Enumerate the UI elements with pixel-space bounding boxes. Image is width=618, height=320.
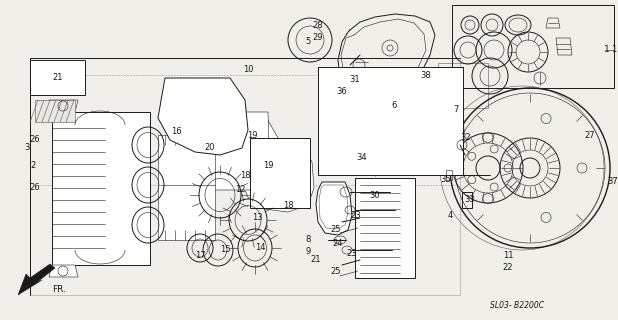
Text: 7: 7	[454, 106, 459, 115]
Polygon shape	[355, 178, 415, 278]
Text: 22: 22	[503, 262, 514, 271]
Text: 17: 17	[195, 251, 205, 260]
Text: 2: 2	[30, 161, 36, 170]
Text: 18: 18	[240, 171, 250, 180]
Text: 31: 31	[350, 76, 360, 84]
Text: 4: 4	[447, 211, 452, 220]
Text: 34: 34	[357, 154, 367, 163]
Polygon shape	[49, 100, 78, 112]
Polygon shape	[35, 100, 75, 122]
Text: 14: 14	[255, 244, 265, 252]
Text: 16: 16	[171, 127, 181, 137]
Bar	[438, 63, 488, 108]
Text: 11: 11	[503, 251, 514, 260]
Bar	[452, 5, 614, 88]
Polygon shape	[158, 135, 215, 240]
Text: 15: 15	[220, 245, 231, 254]
Bar	[462, 192, 472, 208]
Text: 5: 5	[305, 37, 311, 46]
Polygon shape	[18, 264, 55, 295]
Text: 29: 29	[313, 33, 323, 42]
Bar	[318, 67, 463, 175]
Text: 26: 26	[30, 183, 40, 193]
Text: SL03- B2200C: SL03- B2200C	[490, 301, 544, 310]
Text: 19: 19	[247, 131, 257, 140]
Text: 27: 27	[585, 131, 595, 140]
Text: 20: 20	[205, 143, 215, 153]
Text: 37: 37	[607, 178, 618, 187]
Text: 24: 24	[332, 239, 343, 249]
Text: 35: 35	[441, 175, 451, 185]
Text: 10: 10	[243, 66, 253, 75]
Bar	[30, 60, 85, 95]
Polygon shape	[52, 112, 150, 265]
Polygon shape	[212, 112, 270, 190]
Text: 32: 32	[460, 133, 472, 142]
Text: 21: 21	[53, 74, 63, 83]
Text: 38: 38	[421, 71, 431, 81]
Text: 36: 36	[337, 87, 347, 97]
Text: 28: 28	[313, 21, 323, 30]
Polygon shape	[238, 140, 314, 212]
Text: 21: 21	[311, 255, 321, 265]
Text: 18: 18	[282, 201, 294, 210]
Text: 33: 33	[465, 196, 475, 204]
Text: 1: 1	[611, 45, 617, 54]
Bar	[250, 138, 310, 208]
Text: 19: 19	[263, 161, 273, 170]
Polygon shape	[49, 265, 78, 277]
Text: 12: 12	[235, 186, 245, 195]
Polygon shape	[200, 115, 280, 190]
Text: 8: 8	[305, 236, 311, 244]
Text: 25: 25	[331, 226, 341, 235]
Text: 6: 6	[391, 101, 397, 110]
Text: 3: 3	[24, 143, 30, 153]
Text: 9: 9	[305, 247, 311, 257]
Text: 25: 25	[331, 268, 341, 276]
Text: 26: 26	[30, 135, 40, 145]
Text: 1: 1	[604, 45, 610, 54]
Text: FR.: FR.	[52, 285, 66, 294]
Text: 30: 30	[370, 191, 380, 201]
Polygon shape	[158, 78, 248, 155]
Text: 23: 23	[347, 250, 357, 259]
Text: 23: 23	[350, 211, 362, 220]
Polygon shape	[316, 182, 352, 235]
Text: 13: 13	[252, 213, 262, 222]
